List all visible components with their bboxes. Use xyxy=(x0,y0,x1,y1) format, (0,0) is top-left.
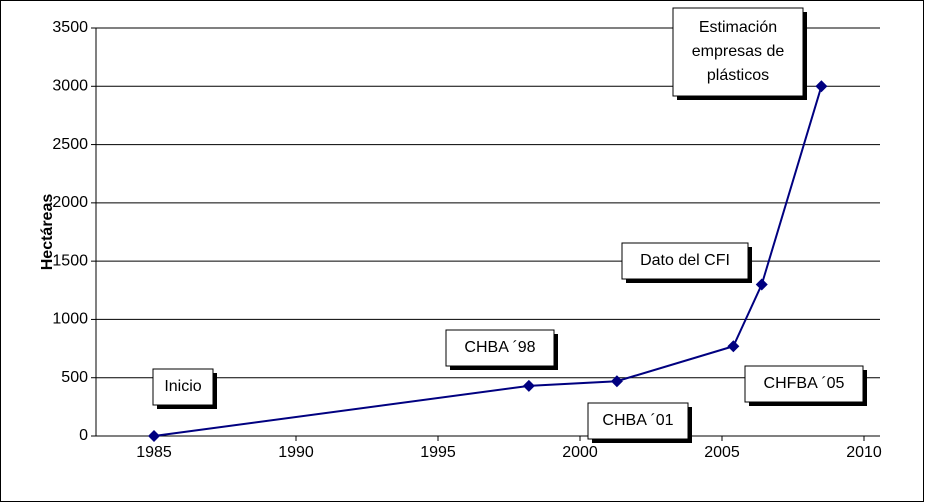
y-tick-label: 3000 xyxy=(52,78,88,95)
marker xyxy=(755,278,768,291)
annotation-box xyxy=(744,365,864,403)
x-tick-label: 2005 xyxy=(704,444,740,461)
y-tick-label: 1500 xyxy=(52,252,88,269)
y-tick-label: 500 xyxy=(61,369,88,386)
y-tick-label: 0 xyxy=(79,427,88,444)
annotation-box xyxy=(152,368,214,406)
annotation-box xyxy=(621,242,749,280)
annotation: Inicio xyxy=(164,378,201,395)
y-tick-label: 2000 xyxy=(52,194,88,211)
x-tick-label: 2010 xyxy=(846,444,882,461)
x-tick-label: 2000 xyxy=(562,444,598,461)
y-axis-label: Hectáreas xyxy=(39,194,56,271)
annotation: CHBA ´98 xyxy=(464,339,535,356)
y-tick-label: 3500 xyxy=(52,19,88,36)
marker xyxy=(148,430,160,442)
line xyxy=(153,85,823,437)
annotation: Estimación xyxy=(699,19,777,36)
marker xyxy=(522,379,535,392)
annotation: CHBA ´01 xyxy=(602,412,673,429)
y-tick-label: 1000 xyxy=(52,311,88,328)
annotation: plásticos xyxy=(707,67,769,84)
annotation-box xyxy=(587,402,689,440)
x-tick-label: 1990 xyxy=(278,444,314,461)
marker xyxy=(727,340,740,353)
marker xyxy=(815,80,828,93)
marker xyxy=(610,375,623,388)
annotation-box xyxy=(445,329,555,367)
x-tick-label: 1995 xyxy=(420,444,456,461)
annotation: empresas de xyxy=(692,43,785,60)
x-tick-label: 1985 xyxy=(136,444,172,461)
y-tick-label: 2500 xyxy=(52,136,88,153)
annotation-box xyxy=(672,7,804,97)
annotation: Dato del CFI xyxy=(640,252,730,269)
annotation: CHFBA ´05 xyxy=(764,375,845,392)
